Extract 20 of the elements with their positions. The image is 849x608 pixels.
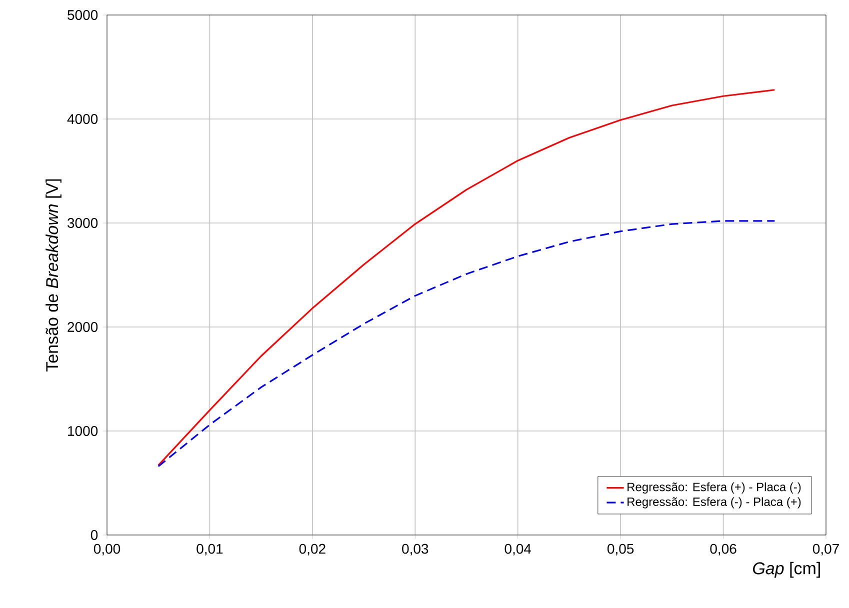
x-tick-label: 0,06 xyxy=(710,544,736,556)
x-tick-label: 0,00 xyxy=(94,544,120,556)
line-series xyxy=(158,89,776,466)
y-tick-label: 5000 xyxy=(68,10,98,20)
x-axis-title: Gap [cm] xyxy=(753,562,820,578)
y-tick-label: 3000 xyxy=(68,218,98,228)
y-tick-label: 0 xyxy=(90,530,98,540)
legend-label: Regressão: Esfera (-) - Placa (+) xyxy=(628,497,801,508)
x-tick-label: 0,01 xyxy=(196,544,223,556)
line-series xyxy=(158,220,776,468)
x-tick-label: 0,02 xyxy=(299,544,326,556)
y-axis-title: Tensão de Breakdown [V] xyxy=(46,179,62,372)
x-tick-label: 0,05 xyxy=(607,544,634,556)
x-tick-label: 0,07 xyxy=(812,544,839,556)
y-tick-label: 4000 xyxy=(67,114,98,124)
y-tick-label: 1000 xyxy=(68,426,98,436)
y-tick-label: 2000 xyxy=(68,322,98,332)
x-tick-label: 0,04 xyxy=(504,544,532,556)
legend-label: Regressão: Esfera (+) - Placa (-) xyxy=(628,482,801,494)
x-tick-label: 0,03 xyxy=(402,544,428,556)
